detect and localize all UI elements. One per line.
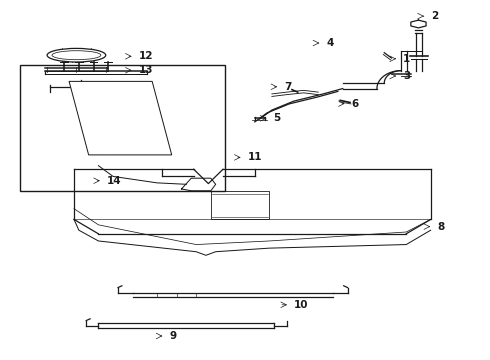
Text: 4: 4 [326,38,334,48]
Polygon shape [69,81,172,155]
Text: 8: 8 [437,222,444,231]
Text: 2: 2 [431,11,438,21]
Text: 12: 12 [139,51,153,61]
Text: 13: 13 [139,65,153,75]
Bar [20,65,225,191]
Text: 3: 3 [403,71,410,81]
Text: 1: 1 [403,54,410,64]
Ellipse shape [47,48,106,62]
Text: 14: 14 [107,176,122,186]
Text: 9: 9 [169,331,176,341]
Text: 10: 10 [294,300,308,310]
Text: 11: 11 [247,152,262,162]
Bar [211,191,270,220]
Ellipse shape [52,51,101,60]
Text: 6: 6 [351,99,359,109]
Text: 7: 7 [284,82,292,92]
Text: 5: 5 [273,113,281,123]
